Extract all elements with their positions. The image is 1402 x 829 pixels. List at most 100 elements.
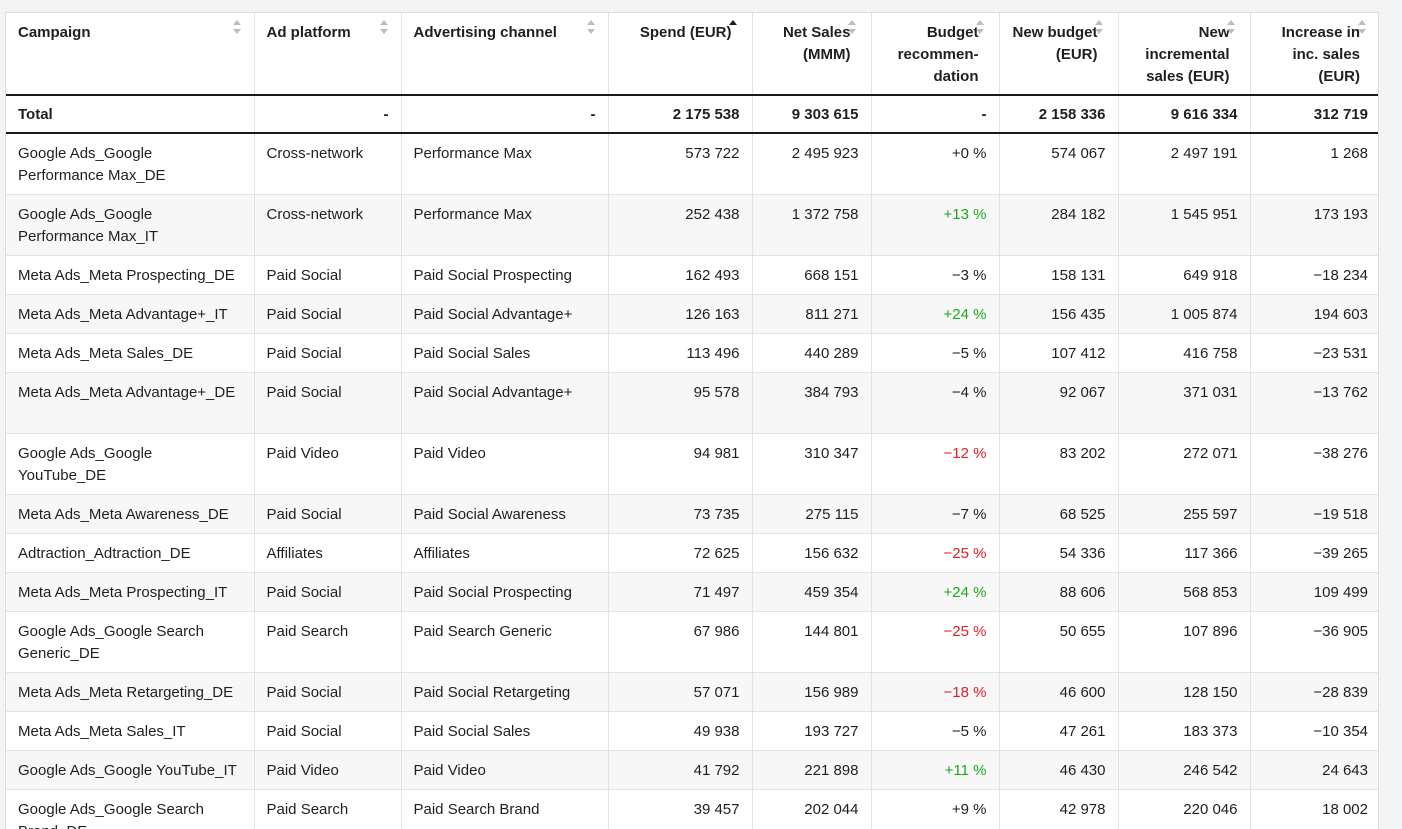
cell-net-sales: 156 632 [752, 533, 872, 573]
cell-net-sales: 668 151 [752, 255, 872, 295]
cell-campaign: Meta Ads_Meta Prospecting_DE [6, 255, 255, 295]
cell-ad-platform: Paid Social [254, 494, 402, 534]
table-row[interactable]: Meta Ads_Meta Sales_DE Paid Social Paid So… [6, 333, 1378, 373]
column-header-ad-platform[interactable]: Ad platform [254, 13, 402, 96]
cell-spend: 252 438 [608, 194, 753, 256]
cell-campaign: Google Ads_Google YouTube_DE [6, 433, 255, 495]
cell-advertising-channel: Paid Social Retargeting [401, 672, 609, 712]
cell-increase: −39 265 [1250, 533, 1378, 573]
sort-icon[interactable] [380, 20, 389, 34]
cell-advertising-channel: Paid Video [401, 750, 609, 790]
table-row[interactable]: Meta Ads_Meta Advantage+_DE Paid Social Pa… [6, 372, 1378, 434]
sort-icon[interactable] [848, 20, 857, 34]
table-row[interactable]: Meta Ads_Meta Awareness_DE Paid Social Pai… [6, 494, 1378, 534]
cell-spend: 94 981 [608, 433, 753, 495]
cell-campaign: Meta Ads_Meta Sales_IT [6, 711, 255, 751]
cell-advertising-channel: Paid Social Prospecting [401, 255, 609, 295]
total-label: Total [6, 95, 255, 134]
cell-ad-platform: Paid Search [254, 611, 402, 673]
cell-new-incremental-sales: 246 542 [1118, 750, 1251, 790]
sort-icon[interactable] [1227, 20, 1236, 34]
sort-icon[interactable] [233, 20, 242, 34]
cell-advertising-channel: Paid Social Awareness [401, 494, 609, 534]
table-row[interactable]: Google Ads_Google Performance Max_IT Cros… [6, 194, 1378, 256]
column-header-budget-recommendation[interactable]: Budget recommen-dation [871, 13, 1000, 96]
sort-ascending-icon[interactable] [729, 20, 738, 34]
total-spend: 2 175 538 [608, 95, 753, 134]
cell-net-sales: 2 495 923 [752, 133, 872, 195]
table-row[interactable]: Meta Ads_Meta Prospecting_DE Paid Social P… [6, 255, 1378, 295]
cell-new-budget: 88 606 [999, 572, 1119, 612]
cell-net-sales: 310 347 [752, 433, 872, 495]
cell-new-incremental-sales: 255 597 [1118, 494, 1251, 534]
table-row[interactable]: Meta Ads_Meta Retargeting_DE Paid Social P… [6, 672, 1378, 712]
column-header-advertising-channel[interactable]: Advertising channel [401, 13, 609, 96]
column-header-spend[interactable]: Spend (EUR) [608, 13, 753, 96]
cell-advertising-channel: Paid Social Advantage+ [401, 372, 609, 434]
table-row[interactable]: Google Ads_Google Search Generic_DE Paid … [6, 611, 1378, 673]
cell-ad-platform: Paid Social [254, 711, 402, 751]
cell-budget-recommendation: −25 % [871, 533, 1000, 573]
column-header-label: Campaign [18, 24, 91, 41]
cell-net-sales: 811 271 [752, 294, 872, 334]
column-header-new-incremental-sales[interactable]: New incremental sales (EUR) [1118, 13, 1251, 96]
total-row: Total - - 2 175 538 9 303 615 - 2 158 33… [6, 95, 1378, 134]
cell-campaign: Google Ads_Google Search Brand_DE [6, 789, 255, 829]
cell-new-incremental-sales: 1 545 951 [1118, 194, 1251, 256]
cell-new-incremental-sales: 416 758 [1118, 333, 1251, 373]
cell-net-sales: 275 115 [752, 494, 872, 534]
table-row[interactable]: Google Ads_Google YouTube_DE Paid Video Pa… [6, 433, 1378, 495]
cell-ad-platform: Paid Video [254, 750, 402, 790]
total-increase: 312 719 [1250, 95, 1378, 134]
cell-increase: 109 499 [1250, 572, 1378, 612]
cell-new-incremental-sales: 649 918 [1118, 255, 1251, 295]
cell-net-sales: 156 989 [752, 672, 872, 712]
cell-new-budget: 284 182 [999, 194, 1119, 256]
cell-ad-platform: Paid Video [254, 433, 402, 495]
cell-increase: −13 762 [1250, 372, 1378, 434]
cell-advertising-channel: Paid Social Sales [401, 711, 609, 751]
cell-budget-recommendation: +9 % [871, 789, 1000, 829]
cell-ad-platform: Paid Social [254, 572, 402, 612]
table-row[interactable]: Meta Ads_Meta Advantage+_IT Paid Social Pa… [6, 294, 1378, 334]
campaign-table: Campaign Ad platform Advertising channel… [6, 13, 1378, 829]
column-header-label: New incremental sales (EUR) [1145, 24, 1230, 85]
table-row[interactable]: Google Ads_Google YouTube_IT Paid Video Pa… [6, 750, 1378, 790]
campaign-table-container: Campaign Ad platform Advertising channel… [5, 12, 1379, 829]
page-background-strip [1383, 0, 1402, 829]
cell-budget-recommendation: +24 % [871, 572, 1000, 612]
column-header-increase-in-inc-sales[interactable]: Increase in inc. sales (EUR) [1250, 13, 1378, 96]
cell-budget-recommendation: −5 % [871, 333, 1000, 373]
cell-increase: −36 905 [1250, 611, 1378, 673]
cell-ad-platform: Affiliates [254, 533, 402, 573]
cell-advertising-channel: Paid Search Generic [401, 611, 609, 673]
cell-new-budget: 92 067 [999, 372, 1119, 434]
column-header-label: Advertising channel [413, 24, 557, 41]
cell-new-budget: 68 525 [999, 494, 1119, 534]
cell-new-budget: 46 600 [999, 672, 1119, 712]
header-row: Campaign Ad platform Advertising channel… [6, 13, 1378, 96]
sort-icon[interactable] [976, 20, 985, 34]
cell-increase: −10 354 [1250, 711, 1378, 751]
cell-budget-recommendation: −5 % [871, 711, 1000, 751]
column-header-campaign[interactable]: Campaign [6, 13, 255, 96]
cell-ad-platform: Cross-network [254, 133, 402, 195]
cell-new-budget: 107 412 [999, 333, 1119, 373]
cell-budget-recommendation: +24 % [871, 294, 1000, 334]
table-row[interactable]: Adtraction_Adtraction_DE Affiliates Affili… [6, 533, 1378, 573]
cell-campaign: Meta Ads_Meta Retargeting_DE [6, 672, 255, 712]
table-row[interactable]: Meta Ads_Meta Prospecting_IT Paid Social P… [6, 572, 1378, 612]
cell-net-sales: 440 289 [752, 333, 872, 373]
sort-icon[interactable] [587, 20, 596, 34]
cell-new-incremental-sales: 371 031 [1118, 372, 1251, 434]
cell-new-budget: 54 336 [999, 533, 1119, 573]
cell-increase: 173 193 [1250, 194, 1378, 256]
sort-icon[interactable] [1357, 20, 1366, 34]
table-row[interactable]: Meta Ads_Meta Sales_IT Paid Social Paid So… [6, 711, 1378, 751]
column-header-net-sales[interactable]: Net Sales (MMM) [752, 13, 872, 96]
sort-icon[interactable] [1095, 20, 1104, 34]
cell-budget-recommendation: −12 % [871, 433, 1000, 495]
column-header-new-budget[interactable]: New budget (EUR) [999, 13, 1119, 96]
table-row[interactable]: Google Ads_Google Performance Max_DE Cros… [6, 133, 1378, 195]
